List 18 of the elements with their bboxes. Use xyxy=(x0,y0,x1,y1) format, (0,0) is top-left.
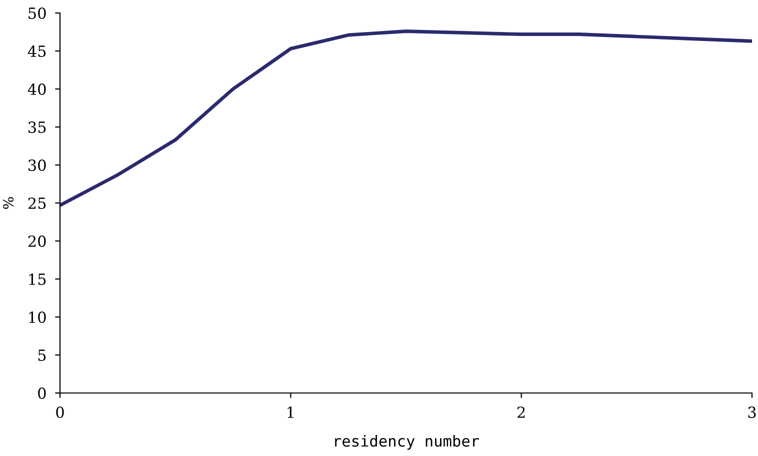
y-tick-label: 30 xyxy=(28,159,46,172)
y-tick-label: 40 xyxy=(28,83,46,96)
x-axis-title: residency number xyxy=(335,434,480,450)
y-tick-label: 15 xyxy=(29,273,46,286)
x-tick-label: 3 xyxy=(748,406,756,418)
x-tick-label: 1 xyxy=(288,406,294,418)
y-tick-label: 50 xyxy=(28,7,46,20)
y-tick-label: 35 xyxy=(28,121,46,134)
x-tick-label: 0 xyxy=(56,406,64,418)
line-series xyxy=(60,30,752,208)
y-tick-label: 5 xyxy=(38,350,46,362)
y-tick-label: 10 xyxy=(29,311,46,324)
y-tick-label: 0 xyxy=(38,387,46,400)
y-tick-label: 20 xyxy=(28,235,46,248)
x-tick-label: 2 xyxy=(518,406,525,418)
y-axis-title: % xyxy=(3,197,14,209)
y-tick-label: 45 xyxy=(28,45,46,58)
y-tick-label: 25 xyxy=(28,197,46,210)
